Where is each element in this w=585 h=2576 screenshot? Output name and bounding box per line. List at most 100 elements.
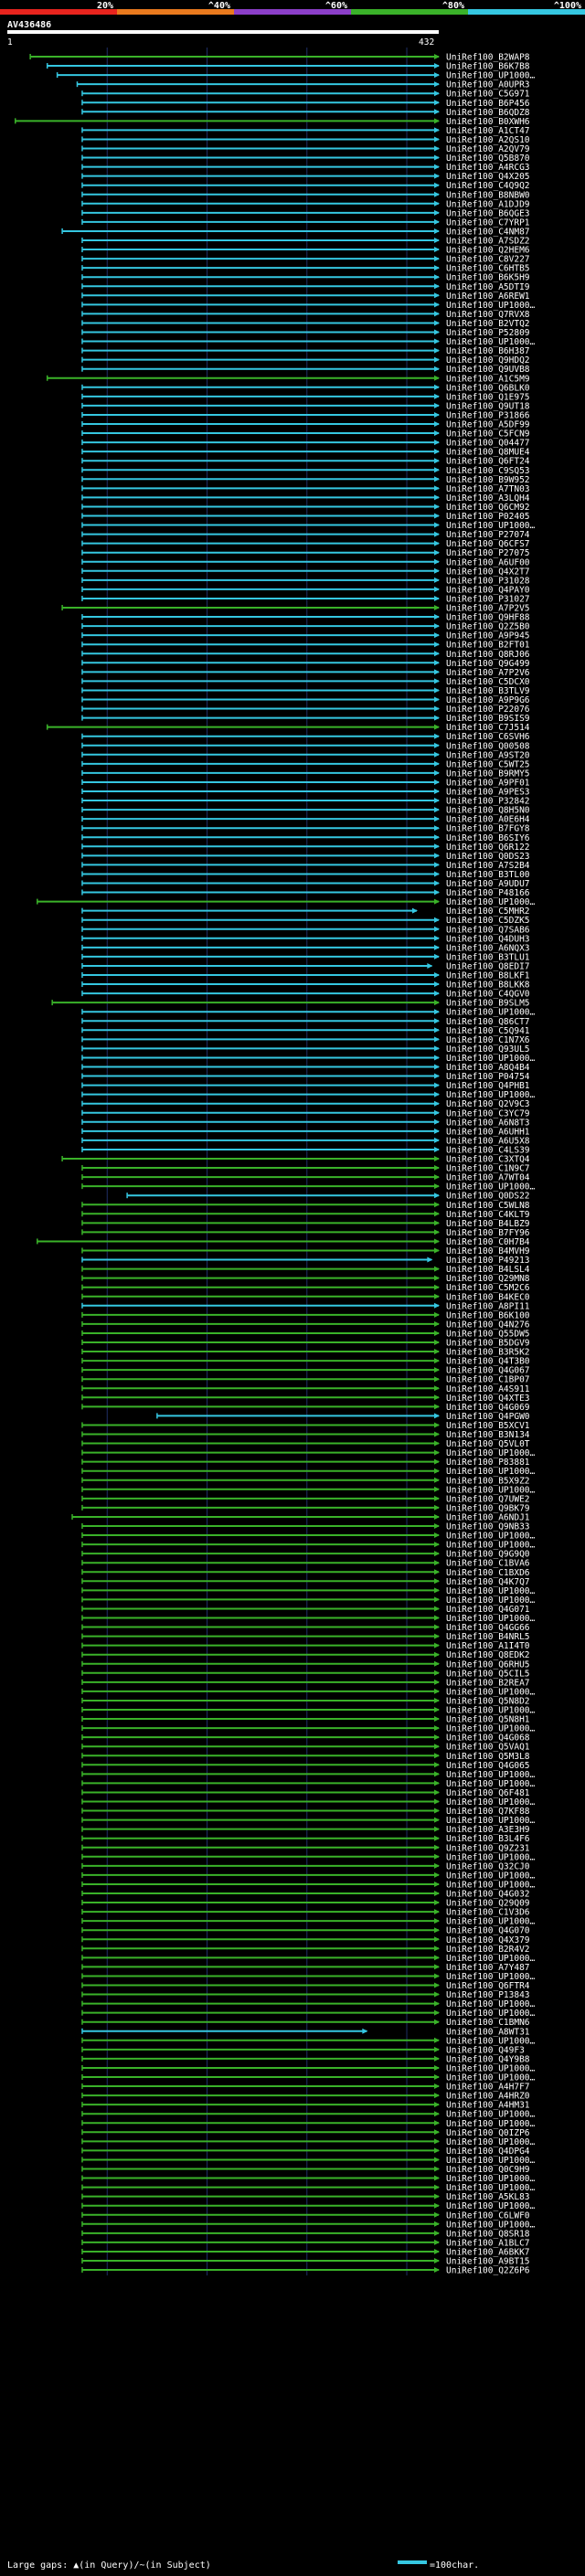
hit-row[interactable]: UniRef100_Q4G065 bbox=[81, 1761, 530, 1771]
hit-label[interactable]: UniRef100_B6SIY6 bbox=[446, 833, 530, 843]
hit-row[interactable]: UniRef100_Q7SAB6 bbox=[81, 925, 530, 935]
hit-row[interactable]: UniRef100_Q2Z6P6 bbox=[81, 2266, 530, 2276]
hit-row[interactable]: UniRef100_B7FGY8 bbox=[81, 824, 530, 834]
hit-label[interactable]: UniRef100_Q4T3B0 bbox=[446, 1357, 530, 1367]
hit-row[interactable]: UniRef100_C5WT25 bbox=[81, 759, 530, 769]
hit-label[interactable]: UniRef100_B0XWH6 bbox=[446, 117, 530, 127]
hit-label[interactable]: UniRef100_Q9NB33 bbox=[446, 1522, 530, 1532]
hit-label[interactable]: UniRef100_P52809 bbox=[446, 328, 530, 338]
hit-label[interactable]: UniRef100_UP1000… bbox=[446, 2201, 536, 2211]
hit-label[interactable]: UniRef100_B9SLM5 bbox=[446, 999, 530, 1009]
hit-row[interactable]: UniRef100_P83881 bbox=[81, 1458, 530, 1468]
hit-row[interactable]: UniRef100_B5X9Z2 bbox=[81, 1476, 530, 1486]
hit-label[interactable]: UniRef100_P13843 bbox=[446, 1990, 530, 2000]
hit-row[interactable]: UniRef100_A5DTI9 bbox=[81, 282, 530, 292]
hit-label[interactable]: UniRef100_UP1000… bbox=[446, 1090, 536, 1100]
hit-label[interactable]: UniRef100_B6H387 bbox=[446, 346, 530, 356]
hit-label[interactable]: UniRef100_C1BXD6 bbox=[446, 1568, 530, 1578]
hit-label[interactable]: UniRef100_Q6R122 bbox=[446, 843, 530, 853]
hit-row[interactable]: UniRef100_Q4G067 bbox=[81, 1366, 530, 1376]
hit-row[interactable]: UniRef100_A4HRZ0 bbox=[81, 2092, 530, 2102]
hit-row[interactable]: UniRef100_A0E6H4 bbox=[81, 815, 530, 825]
hit-row[interactable]: UniRef100_P49213 bbox=[81, 1256, 530, 1266]
hit-row[interactable]: UniRef100_A2QV79 bbox=[81, 144, 530, 154]
hit-label[interactable]: UniRef100_Q6BLK0 bbox=[446, 383, 530, 393]
hit-label[interactable]: UniRef100_Q4Y9B8 bbox=[446, 2054, 530, 2064]
hit-row[interactable]: UniRef100_Q7RVX8 bbox=[81, 310, 530, 320]
hit-label[interactable]: UniRef100_UP1000… bbox=[446, 1871, 536, 1881]
hit-label[interactable]: UniRef100_UP1000… bbox=[446, 897, 536, 907]
hit-row[interactable]: UniRef100_Q9NB33 bbox=[81, 1522, 530, 1532]
hit-row[interactable]: UniRef100_Q0IZP6 bbox=[81, 2128, 530, 2138]
hit-label[interactable]: UniRef100_B5X9Z2 bbox=[446, 1476, 530, 1486]
hit-label[interactable]: UniRef100_Q8H5N0 bbox=[446, 806, 530, 816]
hit-label[interactable]: UniRef100_C7YRP1 bbox=[446, 217, 530, 228]
hit-row[interactable]: UniRef100_C6LWF0 bbox=[81, 2210, 530, 2221]
hit-label[interactable]: UniRef100_Q2HEM6 bbox=[446, 246, 530, 256]
hit-label[interactable]: UniRef100_Q4G032 bbox=[446, 1890, 530, 1900]
hit-label[interactable]: UniRef100_Q9G9Q0 bbox=[446, 1550, 530, 1560]
hit-row[interactable]: UniRef100_A6U5X8 bbox=[81, 1136, 530, 1146]
hit-row[interactable]: UniRef100_Q4X379 bbox=[81, 1935, 530, 1945]
hit-label[interactable]: UniRef100_B8NBW0 bbox=[446, 190, 530, 200]
hit-label[interactable]: UniRef100_Q5VL0T bbox=[446, 1439, 530, 1449]
hit-label[interactable]: UniRef100_B3L4F6 bbox=[446, 1834, 530, 1844]
hit-label[interactable]: UniRef100_UP1000… bbox=[446, 71, 536, 81]
hit-label[interactable]: UniRef100_Q9G499 bbox=[446, 659, 530, 669]
hit-row[interactable]: UniRef100_B8LKK8 bbox=[81, 981, 530, 991]
hit-row[interactable]: UniRef100_Q8EDK2 bbox=[81, 1650, 530, 1660]
hit-row[interactable]: UniRef100_UP1000… bbox=[56, 71, 536, 81]
hit-label[interactable]: UniRef100_UP1000… bbox=[446, 2119, 536, 2129]
hit-row[interactable]: UniRef100_Q0DS23 bbox=[81, 852, 530, 862]
hit-row[interactable]: UniRef100_P27075 bbox=[81, 548, 530, 558]
hit-label[interactable]: UniRef100_Q4X2T7 bbox=[446, 567, 530, 577]
hit-row[interactable]: UniRef100_UP1000… bbox=[81, 521, 536, 531]
hit-label[interactable]: UniRef100_A6REW1 bbox=[446, 292, 530, 302]
hit-label[interactable]: UniRef100_Q32CJ0 bbox=[446, 1861, 530, 1871]
hit-row[interactable]: UniRef100_Q5VL0T bbox=[81, 1439, 530, 1449]
hit-label[interactable]: UniRef100_C5WLN8 bbox=[446, 1201, 530, 1211]
hit-label[interactable]: UniRef100_C3XTQ4 bbox=[446, 1155, 530, 1165]
hit-label[interactable]: UniRef100_B9RMY5 bbox=[446, 769, 530, 779]
hit-label[interactable]: UniRef100_Q9Z231 bbox=[446, 1843, 530, 1853]
hit-row[interactable]: UniRef100_C1BMN6 bbox=[81, 2018, 530, 2028]
hit-label[interactable]: UniRef100_Q5N8H1 bbox=[446, 1715, 530, 1725]
hit-row[interactable]: UniRef100_P22076 bbox=[81, 705, 530, 715]
hit-label[interactable]: UniRef100_P49213 bbox=[446, 1256, 530, 1266]
hit-label[interactable]: UniRef100_UP1000… bbox=[446, 1182, 536, 1193]
hit-row[interactable]: UniRef100_UP1000… bbox=[81, 2220, 536, 2230]
hit-label[interactable]: UniRef100_Q6CFS7 bbox=[446, 539, 530, 549]
hit-label[interactable]: UniRef100_B8LKK8 bbox=[446, 981, 530, 991]
hit-label[interactable]: UniRef100_Q0IZP6 bbox=[446, 2128, 530, 2138]
hit-row[interactable]: UniRef100_A9P9G6 bbox=[81, 695, 530, 705]
hit-label[interactable]: UniRef100_Q7SAB6 bbox=[446, 925, 530, 935]
hit-label[interactable]: UniRef100_A0UPR3 bbox=[446, 80, 530, 90]
hit-label[interactable]: UniRef100_B3R5K2 bbox=[446, 1348, 530, 1358]
hit-row[interactable]: UniRef100_C3XTQ4 bbox=[61, 1155, 530, 1165]
hit-label[interactable]: UniRef100_UP1000… bbox=[446, 2183, 536, 2193]
hit-label[interactable]: UniRef100_C1BMN6 bbox=[446, 2018, 530, 2028]
hit-row[interactable]: UniRef100_Q6CM92 bbox=[81, 503, 530, 513]
hit-row[interactable]: UniRef100_B8NBW0 bbox=[81, 190, 530, 200]
hit-row[interactable]: UniRef100_B4KEC0 bbox=[81, 1292, 530, 1302]
hit-label[interactable]: UniRef100_UP1000… bbox=[446, 1770, 536, 1780]
hit-label[interactable]: UniRef100_UP1000… bbox=[446, 1448, 536, 1458]
hit-row[interactable]: UniRef100_Q7KF88 bbox=[81, 1807, 530, 1817]
hit-row[interactable]: UniRef100_UP1000… bbox=[81, 1485, 536, 1495]
hit-label[interactable]: UniRef100_B2WAP8 bbox=[446, 53, 530, 63]
hit-row[interactable]: UniRef100_UP1000… bbox=[81, 1852, 536, 1862]
hit-label[interactable]: UniRef100_A7WT04 bbox=[446, 1173, 530, 1183]
hit-label[interactable]: UniRef100_Q4DUH3 bbox=[446, 934, 530, 944]
hit-row[interactable]: UniRef100_P02405 bbox=[81, 512, 530, 522]
hit-row[interactable]: UniRef100_Q0DS22 bbox=[126, 1192, 530, 1202]
hit-label[interactable]: UniRef100_C4NM87 bbox=[446, 227, 530, 237]
hit-row[interactable]: UniRef100_C1N7X6 bbox=[81, 1035, 530, 1045]
hit-row[interactable]: UniRef100_UP1000… bbox=[81, 1467, 536, 1477]
hit-label[interactable]: UniRef100_UP1000… bbox=[446, 2073, 536, 2083]
hit-label[interactable]: UniRef100_UP1000… bbox=[446, 1467, 536, 1477]
hit-label[interactable]: UniRef100_A2QV79 bbox=[446, 144, 530, 154]
hit-label[interactable]: UniRef100_UP1000… bbox=[446, 1485, 536, 1495]
hit-row[interactable]: UniRef100_C4LS39 bbox=[81, 1145, 530, 1155]
hit-label[interactable]: UniRef100_B8LKF1 bbox=[446, 971, 530, 981]
hit-row[interactable]: UniRef100_A6UHH1 bbox=[81, 1127, 530, 1137]
